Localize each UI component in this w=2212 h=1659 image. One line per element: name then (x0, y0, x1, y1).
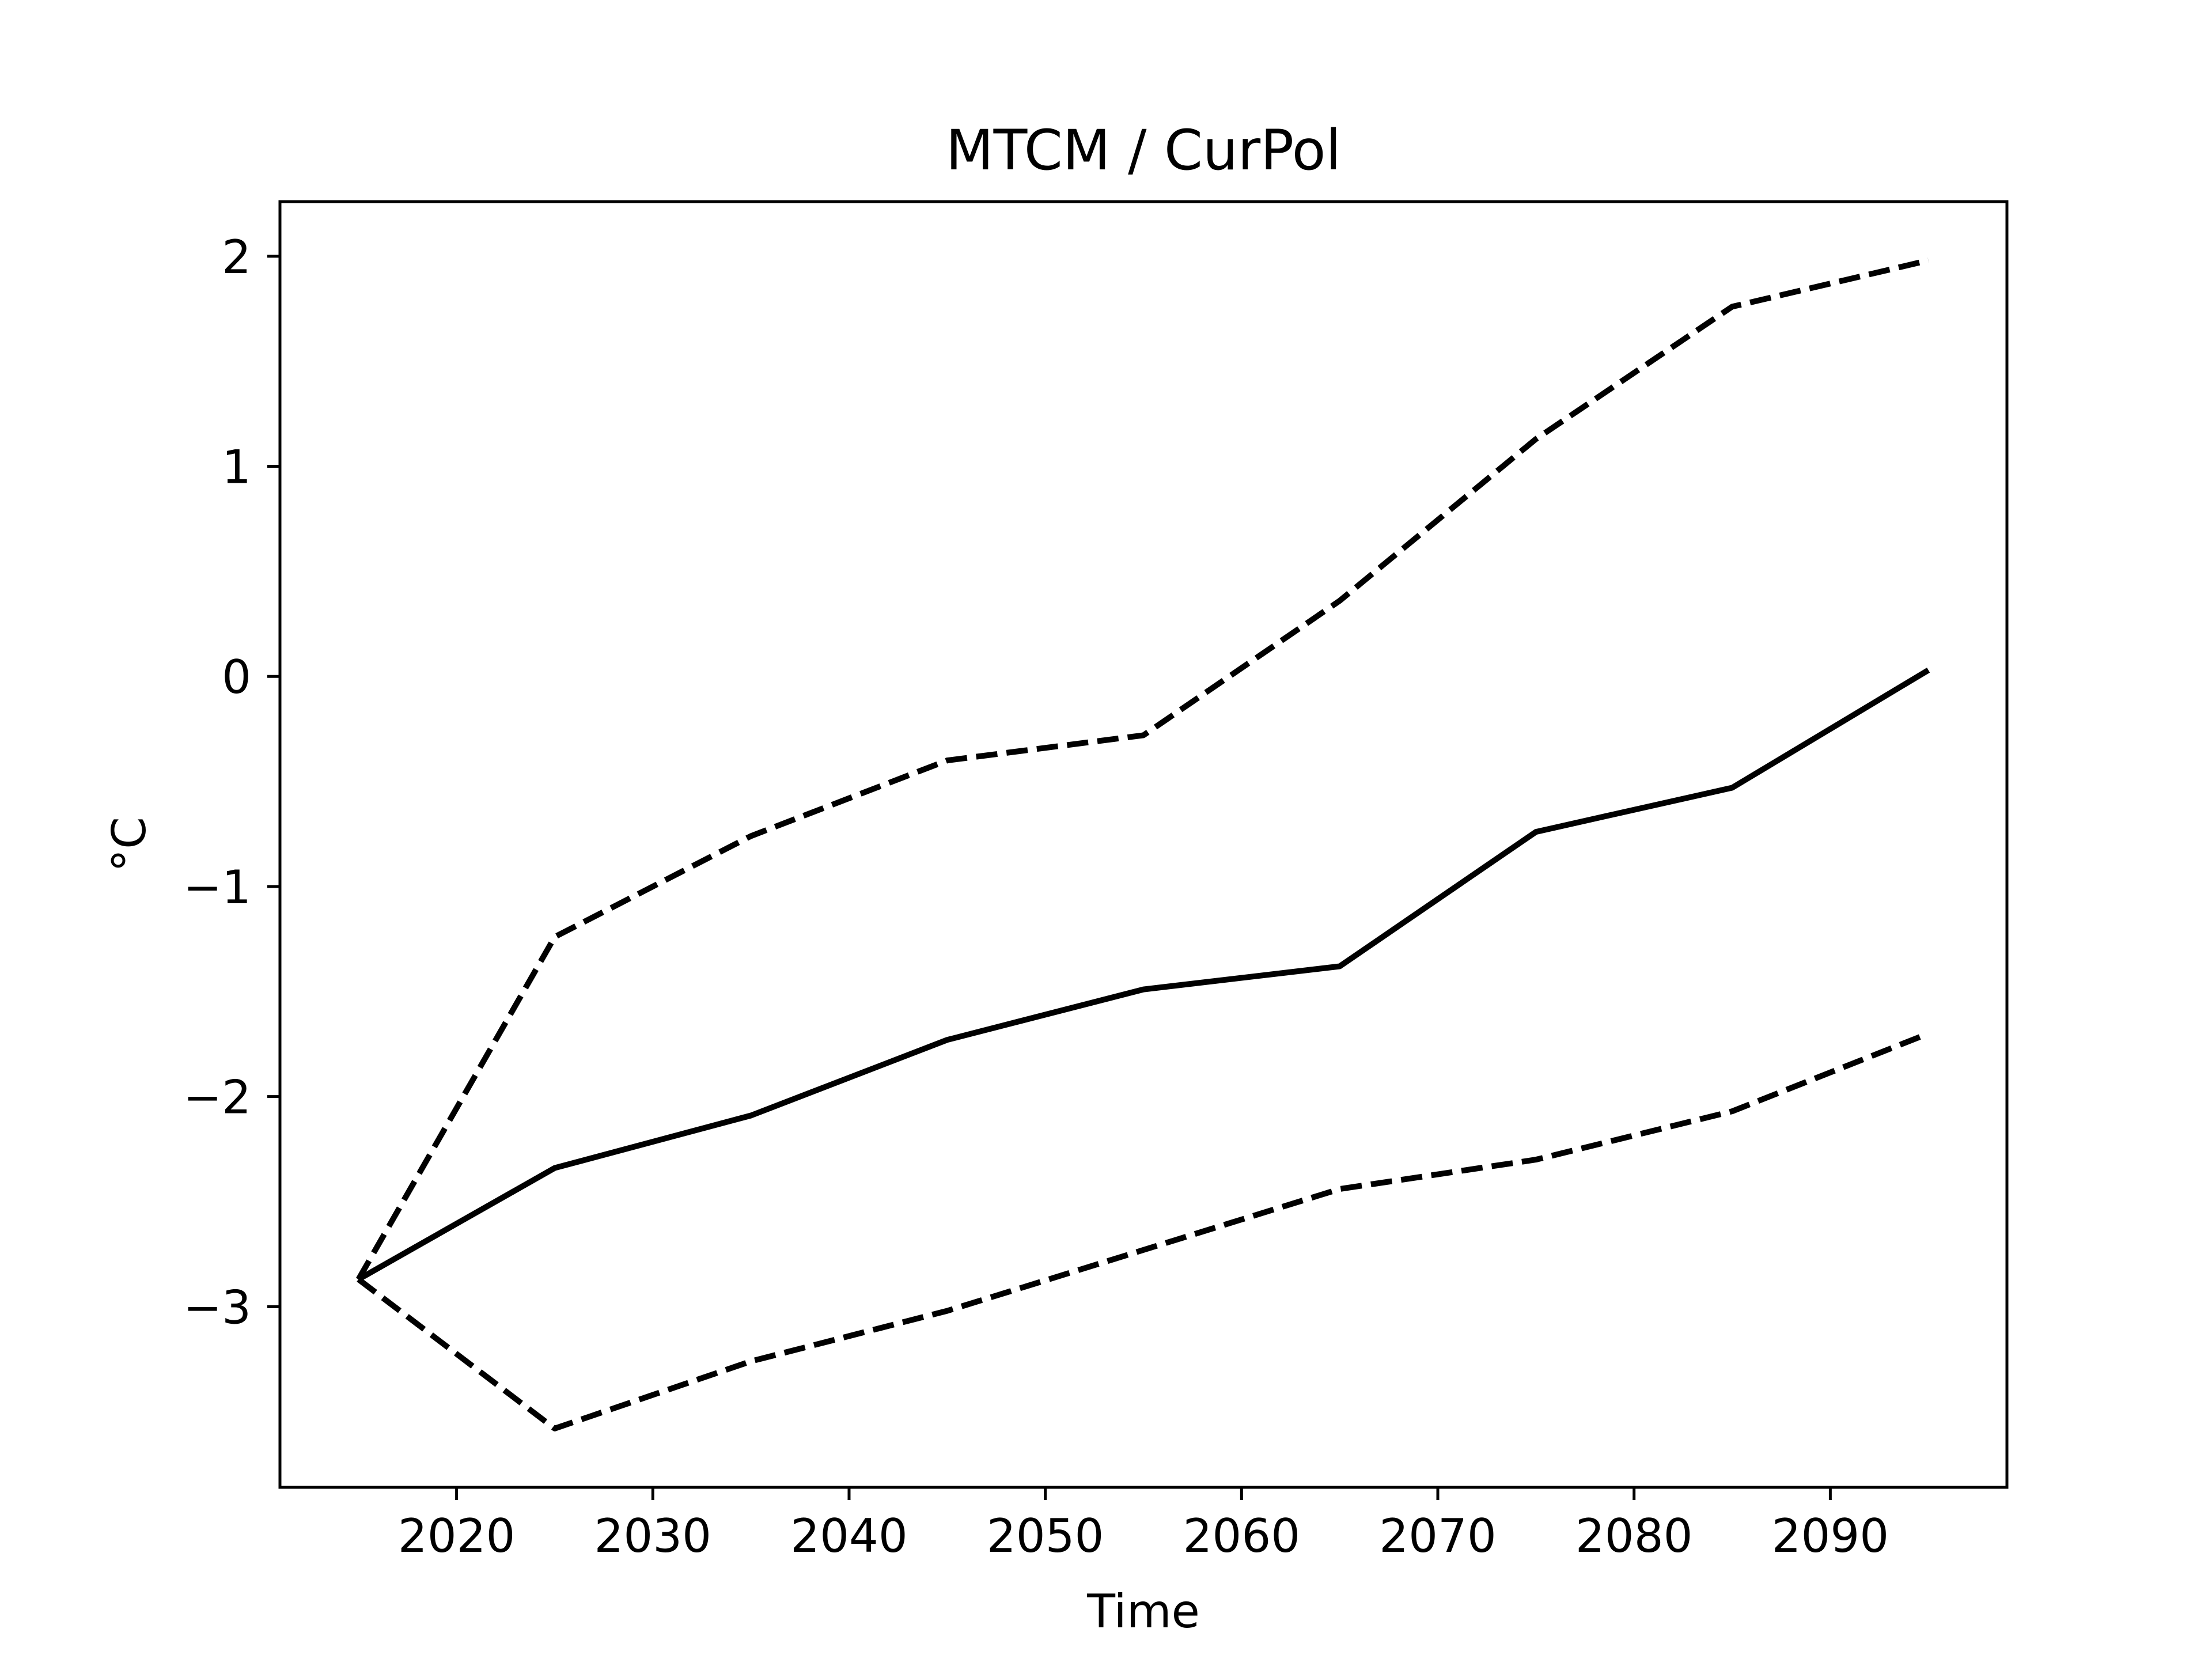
series-1-point (946, 760, 948, 761)
series-3-point (1732, 1111, 1733, 1112)
series-1-point (1928, 260, 1929, 261)
series-line-3 (357, 1031, 1930, 1431)
x-axis: 2020 2030 2040 2050 2060 2070 2080 2090 (398, 1487, 1889, 1563)
series-1-point (1732, 306, 1733, 307)
series-3-point (358, 1279, 359, 1280)
y-tick-label: −1 (183, 861, 251, 914)
y-tick-label: 0 (222, 650, 251, 704)
x-tick-label: 2040 (790, 1509, 908, 1563)
chart-title: MTCM / CurPol (946, 118, 1341, 183)
y-tick-label: −2 (183, 1071, 251, 1124)
series-3-point (1535, 1159, 1536, 1160)
series-2-point (1928, 669, 1929, 671)
x-tick-label: 2020 (398, 1509, 516, 1563)
series-2-point (1535, 831, 1536, 832)
y-tick-label: 1 (222, 441, 251, 494)
series-2-point (1732, 787, 1733, 789)
x-tick-label: 2050 (987, 1509, 1104, 1563)
plot-frame (278, 200, 2009, 1489)
x-axis-label: Time (1086, 1585, 1200, 1638)
series-layer (355, 257, 1930, 1431)
series-2-point (946, 1039, 948, 1040)
series-3-point (1339, 1188, 1340, 1190)
y-tick-label: −3 (183, 1281, 251, 1334)
series-2-point (1143, 989, 1144, 990)
series-1-point (751, 835, 752, 836)
series-2-point (554, 1168, 555, 1169)
series-1-point (1143, 734, 1144, 736)
series-1-point (554, 937, 555, 938)
series-3-point (946, 1310, 948, 1312)
y-tick-label: 2 (222, 230, 251, 284)
x-tick-label: 2030 (594, 1509, 711, 1563)
x-tick-label: 2060 (1183, 1509, 1301, 1563)
x-tick-label: 2070 (1379, 1509, 1497, 1563)
series-3-point (751, 1361, 752, 1362)
series-line-1 (355, 257, 1929, 1281)
series-1-point (1339, 600, 1340, 601)
series-3-point (1143, 1249, 1144, 1251)
x-tick-label: 2090 (1772, 1509, 1889, 1563)
series-1-point (1535, 438, 1536, 440)
x-tick-label: 2080 (1575, 1509, 1693, 1563)
series-2-point (751, 1115, 752, 1116)
y-axis: 2 1 0 −1 −2 −3 (183, 230, 280, 1334)
series-line-2 (357, 668, 1930, 1282)
y-axis-label: °C (103, 817, 156, 872)
series-3-point (1928, 1033, 1929, 1034)
series-3-point (554, 1428, 555, 1429)
series-2-point (1339, 966, 1340, 967)
